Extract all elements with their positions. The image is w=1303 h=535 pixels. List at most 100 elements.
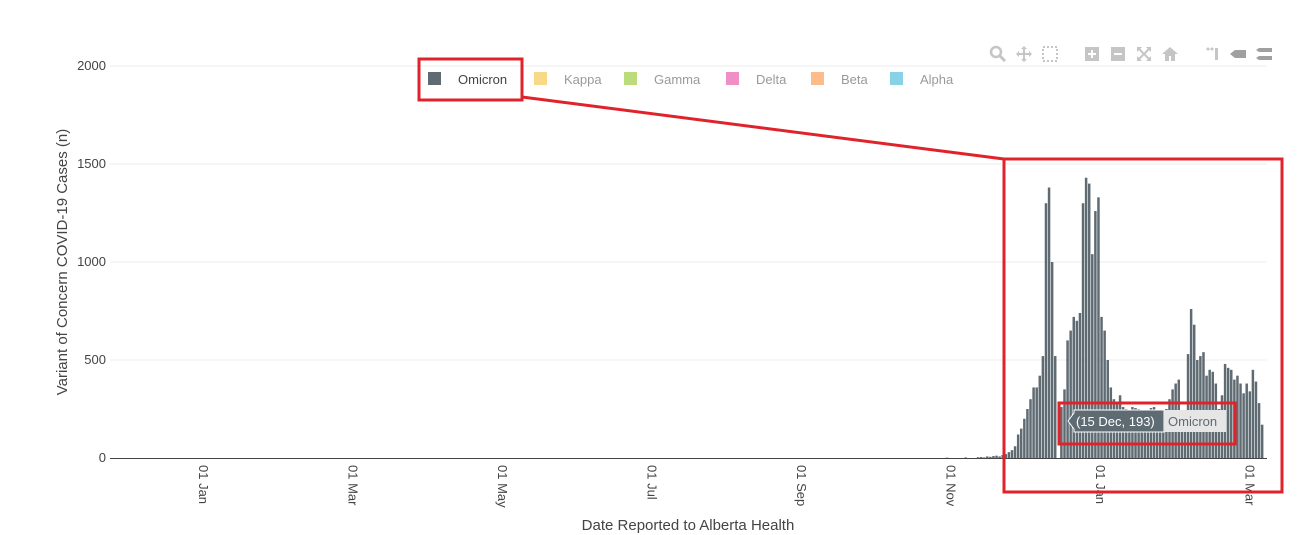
bar[interactable] <box>1069 330 1072 458</box>
bar[interactable] <box>1131 407 1134 458</box>
bar[interactable] <box>982 457 986 458</box>
bar[interactable] <box>992 456 995 458</box>
bar[interactable] <box>1100 316 1103 458</box>
bar[interactable] <box>1103 330 1106 458</box>
bar[interactable] <box>1162 414 1165 458</box>
bar[interactable] <box>1066 340 1069 458</box>
bar[interactable] <box>1236 375 1239 458</box>
zoom-in-icon[interactable] <box>1082 44 1102 64</box>
bar[interactable] <box>1125 409 1128 458</box>
bar[interactable] <box>1260 424 1264 458</box>
bar[interactable] <box>1091 254 1094 458</box>
reset-axes-icon[interactable] <box>1160 44 1180 64</box>
bar[interactable] <box>1199 356 1202 458</box>
bar[interactable] <box>1004 454 1008 458</box>
bar[interactable] <box>1020 428 1023 458</box>
bar[interactable] <box>1013 446 1017 458</box>
bar[interactable] <box>1248 391 1252 458</box>
legend[interactable]: Omicron Kappa Gamma Delta Beta Alpha <box>428 72 954 87</box>
bar[interactable] <box>1165 409 1168 458</box>
bar[interactable] <box>1137 409 1140 458</box>
bar[interactable] <box>1128 410 1131 458</box>
bar[interactable] <box>1149 408 1153 458</box>
bar[interactable] <box>1072 316 1075 458</box>
bar[interactable] <box>1047 187 1051 458</box>
bar[interactable] <box>1063 389 1066 458</box>
bar[interactable] <box>1226 367 1230 458</box>
bar[interactable] <box>1016 434 1020 458</box>
pan-icon[interactable] <box>1014 44 1034 64</box>
bar[interactable] <box>1186 354 1190 458</box>
bar[interactable] <box>1075 320 1079 458</box>
bar[interactable] <box>1257 403 1261 458</box>
bar[interactable] <box>1152 407 1156 458</box>
x-tick-label: 01 Jan <box>1093 465 1108 504</box>
bar[interactable] <box>1094 211 1097 458</box>
legend-item-gamma[interactable]: Gamma <box>624 72 701 87</box>
hover-closest-icon[interactable] <box>1228 44 1248 64</box>
bar[interactable] <box>1050 262 1054 458</box>
bar[interactable] <box>1010 450 1014 458</box>
bar[interactable] <box>1242 393 1245 458</box>
autoscale-icon[interactable] <box>1134 44 1154 64</box>
bar[interactable] <box>1084 177 1088 458</box>
bar[interactable] <box>1239 383 1242 458</box>
bar[interactable] <box>1078 312 1082 458</box>
bar[interactable] <box>979 457 983 458</box>
bar[interactable] <box>995 455 998 458</box>
bar[interactable] <box>1029 399 1032 458</box>
hover-compare-icon[interactable] <box>1254 44 1274 64</box>
box-select-icon[interactable] <box>1040 44 1060 64</box>
bar[interactable] <box>1158 410 1162 458</box>
bar[interactable] <box>1155 412 1159 458</box>
legend-item-delta[interactable]: Delta <box>726 72 787 87</box>
bar[interactable] <box>1106 360 1109 458</box>
bar[interactable] <box>1026 409 1029 458</box>
bar[interactable] <box>1143 409 1147 458</box>
bar[interactable] <box>1023 418 1026 458</box>
bar[interactable] <box>1060 407 1063 458</box>
bar[interactable] <box>1230 369 1233 458</box>
bar[interactable] <box>1254 381 1258 458</box>
bar[interactable] <box>1007 452 1011 458</box>
legend-item-beta[interactable]: Beta <box>811 72 869 87</box>
bar[interactable] <box>1202 352 1205 458</box>
bar[interactable] <box>1044 203 1048 458</box>
bar[interactable] <box>989 456 992 458</box>
zoom-icon[interactable] <box>988 44 1008 64</box>
spike-lines-icon[interactable] <box>1202 44 1222 64</box>
legend-item-omicron[interactable]: Omicron <box>428 72 507 87</box>
bar[interactable] <box>1032 387 1035 458</box>
bar[interactable] <box>1251 369 1255 458</box>
bar[interactable] <box>1217 409 1221 458</box>
bar[interactable] <box>1038 375 1042 458</box>
legend-item-kappa[interactable]: Kappa <box>534 72 602 87</box>
bar[interactable] <box>1087 183 1091 458</box>
bar[interactable] <box>1081 203 1085 458</box>
bar[interactable] <box>1192 324 1196 458</box>
bar[interactable] <box>1245 383 1248 458</box>
bar-series-omicron[interactable] <box>945 177 1264 458</box>
bar[interactable] <box>1183 412 1187 458</box>
bar[interactable] <box>1196 360 1199 458</box>
red-annotations <box>417 57 1284 494</box>
bar[interactable] <box>1097 197 1100 458</box>
bar[interactable] <box>1121 407 1125 458</box>
bar[interactable] <box>1134 408 1137 458</box>
bar[interactable] <box>1035 387 1038 458</box>
x-tick-label: 01 Nov <box>944 465 959 507</box>
bar[interactable] <box>964 457 967 458</box>
bar[interactable] <box>998 456 1001 458</box>
bar[interactable] <box>986 456 989 458</box>
bar[interactable] <box>976 457 980 458</box>
hover-tooltip: (15 Dec, 193) Omicron <box>1067 409 1226 433</box>
bar[interactable] <box>1189 309 1193 458</box>
bar[interactable] <box>1146 410 1150 458</box>
bar[interactable] <box>1053 356 1057 458</box>
zoom-out-icon[interactable] <box>1108 44 1128 64</box>
bar[interactable] <box>1180 410 1184 458</box>
bar[interactable] <box>1041 356 1045 458</box>
bar[interactable] <box>1140 412 1143 458</box>
legend-item-alpha[interactable]: Alpha <box>890 72 954 87</box>
